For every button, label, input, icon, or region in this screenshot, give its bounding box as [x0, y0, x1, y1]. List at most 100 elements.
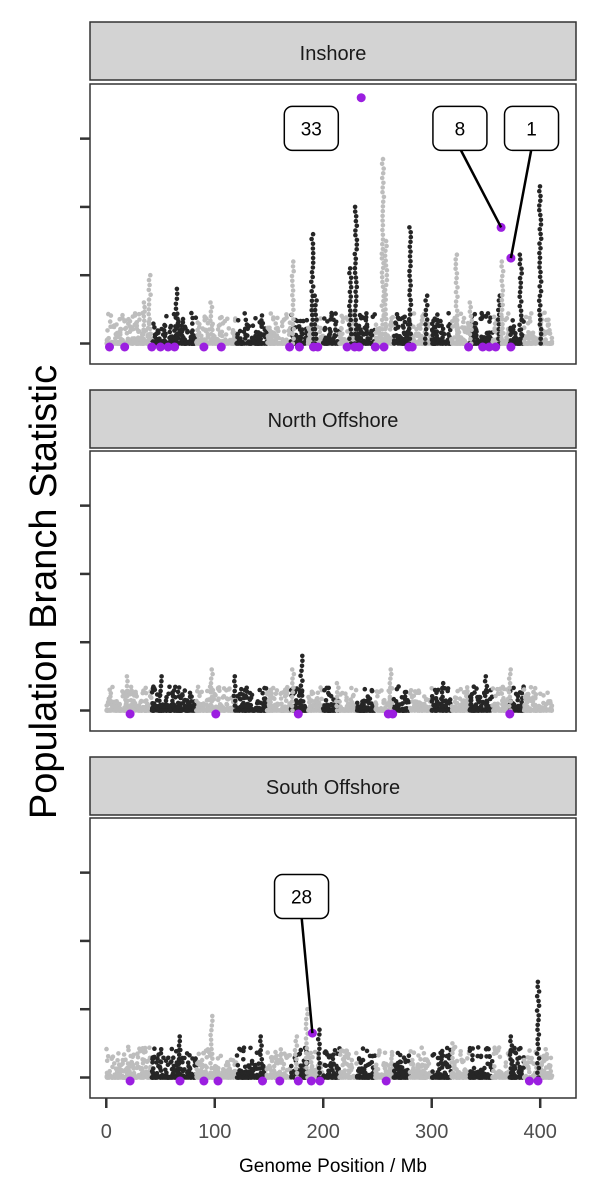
snp-point: [375, 693, 380, 699]
peak-point: [453, 303, 459, 309]
snp-point: [530, 336, 536, 341]
snp-point: [472, 690, 477, 695]
peak-point: [383, 282, 389, 288]
snp-point: [364, 705, 370, 711]
peak-point: [408, 331, 414, 337]
peak-point: [125, 678, 130, 684]
peak-point: [537, 293, 543, 299]
snp-point: [222, 708, 228, 713]
snp-point: [253, 316, 258, 321]
peak-point: [384, 243, 389, 249]
peak-point: [310, 246, 316, 251]
peak-point: [537, 322, 543, 327]
peak-point: [310, 260, 316, 266]
snp-point: [259, 313, 265, 318]
peak-point: [383, 238, 389, 244]
snp-point: [338, 325, 344, 331]
peak-point: [347, 313, 353, 318]
peak-point: [467, 332, 473, 337]
peak-point: [440, 694, 445, 700]
snp-point: [479, 310, 485, 316]
peak-point: [347, 266, 353, 271]
peak-point: [208, 313, 214, 319]
snp-point: [307, 331, 313, 337]
snp-point: [440, 341, 445, 346]
snp-point: [544, 317, 549, 323]
snp-point: [408, 688, 414, 693]
snp-point: [154, 331, 160, 336]
snp-point: [381, 698, 387, 704]
snp-point: [414, 333, 420, 339]
snp-point: [285, 684, 290, 690]
snp-point: [182, 688, 188, 693]
peak-point: [158, 683, 164, 689]
peak-point: [518, 327, 524, 332]
snp-point: [402, 319, 408, 325]
peak-point: [290, 680, 295, 686]
snp-point: [273, 321, 279, 326]
peak-point: [159, 674, 164, 679]
snp-point: [107, 319, 113, 324]
snp-point: [136, 328, 142, 334]
peak-point: [146, 287, 152, 293]
peak-point: [380, 218, 385, 223]
peak-point: [290, 321, 296, 327]
snp-point: [459, 341, 465, 346]
peak-point: [499, 307, 505, 313]
peak-point: [336, 685, 341, 690]
peak-point: [500, 283, 505, 289]
peak-point: [381, 180, 386, 186]
peak-point: [387, 699, 392, 704]
snp-point: [251, 340, 256, 346]
peak-point: [290, 288, 296, 293]
peak-point: [519, 317, 524, 323]
snp-point: [245, 704, 251, 709]
snp-point: [130, 1054, 135, 1060]
sweep-region-marker: [407, 342, 417, 352]
peak-point: [353, 289, 358, 295]
snp-point: [111, 699, 117, 705]
peak-point: [124, 683, 130, 689]
peak-point: [289, 699, 295, 704]
snp-point: [122, 326, 128, 332]
peak-point: [142, 309, 147, 314]
peak-point: [300, 678, 305, 683]
snp-point: [140, 690, 145, 696]
snp-point: [132, 690, 137, 696]
snp-point: [134, 340, 140, 346]
peak-point: [313, 303, 318, 308]
snp-point: [168, 334, 174, 340]
peak-point: [141, 300, 147, 305]
peak-point: [310, 255, 316, 261]
snp-point: [362, 341, 368, 346]
peak-point: [538, 303, 543, 308]
snp-point: [176, 685, 182, 690]
snp-point: [506, 311, 511, 316]
snp-point: [515, 693, 521, 699]
snp-point: [363, 324, 369, 330]
peak-point: [439, 703, 445, 709]
peak-point: [208, 680, 214, 686]
snp-point: [135, 1051, 140, 1056]
snp-point: [395, 315, 401, 320]
peak-point: [408, 302, 414, 308]
snp-point: [226, 341, 231, 346]
snp-point: [243, 708, 248, 713]
peak-point: [483, 708, 488, 713]
sweep-region-marker: [313, 342, 323, 352]
peak-point: [175, 321, 181, 326]
peak-point: [499, 336, 504, 342]
peak-point: [454, 252, 460, 257]
peak-point: [352, 251, 358, 257]
peak-point: [408, 230, 414, 235]
peak-point: [382, 302, 388, 307]
snp-point: [322, 327, 328, 333]
snp-point: [333, 322, 338, 327]
snp-point: [117, 708, 122, 713]
snp-point: [343, 691, 348, 696]
peak-point: [309, 279, 314, 285]
peak-point: [300, 653, 305, 659]
peak-point: [537, 260, 542, 265]
peak-point: [380, 156, 386, 162]
snp-point: [244, 685, 249, 691]
